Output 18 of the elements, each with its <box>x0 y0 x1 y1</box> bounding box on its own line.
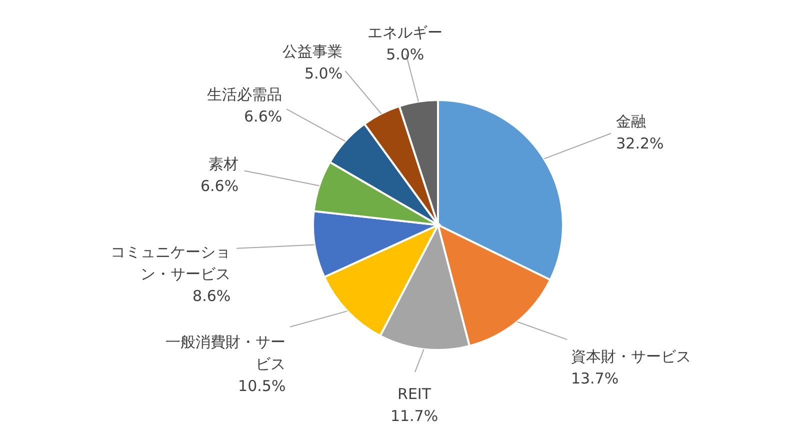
data-label: 5.0% <box>304 64 343 82</box>
data-label: 6.6% <box>244 107 282 126</box>
data-label: 10.5% <box>238 377 286 396</box>
slice-label: 公益事業 <box>282 42 343 60</box>
data-label: 5.0% <box>386 45 424 64</box>
slice-label: 資本財・サービス <box>570 348 691 366</box>
slice-label: エネルギー <box>368 23 443 42</box>
data-label: 32.2% <box>616 134 664 153</box>
slice-label: REIT <box>398 384 432 403</box>
data-label: 13.7% <box>570 370 619 388</box>
slice-label: 一般消費財・サービス <box>166 333 286 374</box>
data-label: 8.6% <box>192 286 231 305</box>
data-label: 6.6% <box>200 176 239 195</box>
slice-label: 素材 <box>208 154 239 173</box>
slice-label: 生活必需品 <box>207 85 282 104</box>
slice-label: 金融 <box>616 112 646 131</box>
slice-label: コミュニケーション・サービス <box>110 242 231 283</box>
data-label: 11.7% <box>390 406 438 425</box>
